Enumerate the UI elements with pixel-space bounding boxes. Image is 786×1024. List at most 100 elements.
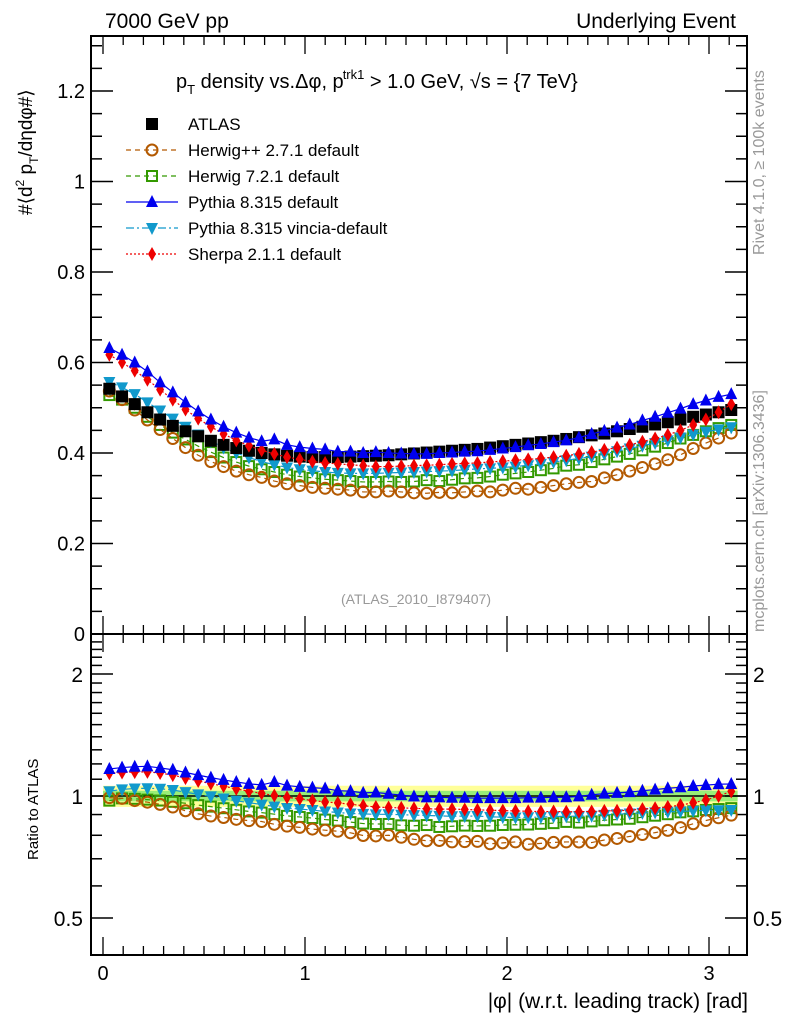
series-sherpa-2-1-1-default [105, 347, 736, 474]
data-point [141, 397, 154, 410]
data-point [331, 482, 345, 496]
main-series [102, 341, 738, 500]
data-point [446, 811, 459, 824]
data-point [116, 784, 129, 797]
data-point [267, 817, 281, 831]
data-point [407, 789, 420, 802]
data-point [255, 799, 268, 812]
data-point [407, 832, 421, 846]
data-point [496, 836, 510, 850]
data-point [306, 465, 319, 478]
data-point [699, 426, 712, 439]
analysis-id: (ATLAS_2010_I879407) [341, 591, 491, 607]
data-point [128, 783, 141, 796]
series-pythia-8-315-default [103, 759, 738, 804]
data-point [369, 785, 382, 798]
data-point [522, 790, 535, 803]
data-point [116, 382, 129, 395]
data-point [333, 795, 342, 810]
data-point [295, 791, 304, 806]
data-point [712, 424, 725, 437]
data-point [357, 808, 370, 821]
data-point [359, 798, 368, 813]
data-point [572, 789, 585, 802]
data-point [687, 805, 700, 818]
data-point [306, 805, 319, 818]
legend: ATLAS Herwig++ 2.7.1 default Herwig 7.2.1 … [126, 115, 388, 264]
data-point [319, 442, 332, 455]
data-point [369, 485, 383, 499]
data-point [154, 413, 167, 426]
data-point [407, 486, 421, 500]
data-point [473, 455, 482, 470]
x-tick-label: 3 [703, 963, 714, 985]
y-tick-label: 1.2 [57, 81, 85, 103]
data-point [613, 440, 622, 455]
data-point [446, 465, 459, 478]
data-point [318, 823, 332, 837]
data-point [432, 833, 446, 847]
data-point [346, 457, 355, 472]
data-point [371, 800, 380, 815]
data-point [382, 786, 395, 799]
data-point [356, 828, 370, 842]
data-point [508, 481, 522, 495]
legend-label: Herwig++ 2.7.1 default [188, 141, 359, 160]
legend-item: Herwig 7.2.1 default [126, 167, 339, 186]
data-point [154, 405, 167, 418]
data-point [420, 446, 433, 459]
data-point [613, 803, 622, 818]
data-point [597, 471, 611, 485]
data-point [547, 835, 561, 849]
data-point [649, 782, 662, 795]
data-point [382, 484, 396, 498]
data-point [192, 789, 205, 802]
data-point [217, 772, 230, 785]
data-point [486, 803, 495, 818]
data-point [524, 804, 533, 819]
data-point [623, 785, 636, 798]
data-point [283, 790, 292, 805]
data-point [636, 413, 649, 426]
data-point [230, 775, 243, 788]
main-panel: 0 0.2 0.4 0.6 0.8 1 1.2 pT density vs.Δφ, ptrk… [13, 35, 748, 646]
data-point [306, 441, 319, 454]
data-point [192, 430, 205, 443]
data-point [420, 466, 433, 479]
data-point [420, 790, 433, 803]
data-point [191, 807, 205, 821]
data-point [192, 404, 205, 417]
data-point [471, 811, 484, 824]
data-point [673, 448, 687, 462]
data-point [331, 824, 345, 838]
data-point [483, 837, 497, 851]
data-point [638, 434, 647, 449]
data-point [395, 788, 408, 801]
data-point [369, 445, 382, 458]
data-point [433, 446, 446, 458]
data-point [395, 467, 408, 480]
data-point [623, 464, 637, 478]
data-point [178, 441, 192, 455]
data-point [587, 804, 596, 819]
plot-title: pT density vs.Δφ, ptrk1 > 1.0 GeV, √s = … [176, 67, 578, 97]
data-point [204, 791, 217, 804]
main-y-axis: 0 0.2 0.4 0.6 0.8 1 1.2 [57, 45, 747, 646]
ratio-series [102, 759, 738, 851]
data-point [649, 409, 662, 422]
data-point [217, 438, 230, 451]
data-point [574, 804, 583, 819]
data-point [446, 790, 459, 803]
data-point [217, 793, 230, 806]
data-point [407, 467, 420, 480]
data-point [496, 812, 509, 825]
data-point [166, 413, 179, 426]
data-point [611, 420, 624, 433]
legend-label: Herwig 7.2.1 default [188, 167, 339, 186]
data-point [268, 774, 281, 787]
data-point [699, 805, 712, 818]
data-point [689, 417, 698, 432]
data-point [192, 768, 205, 781]
data-point [598, 423, 611, 436]
